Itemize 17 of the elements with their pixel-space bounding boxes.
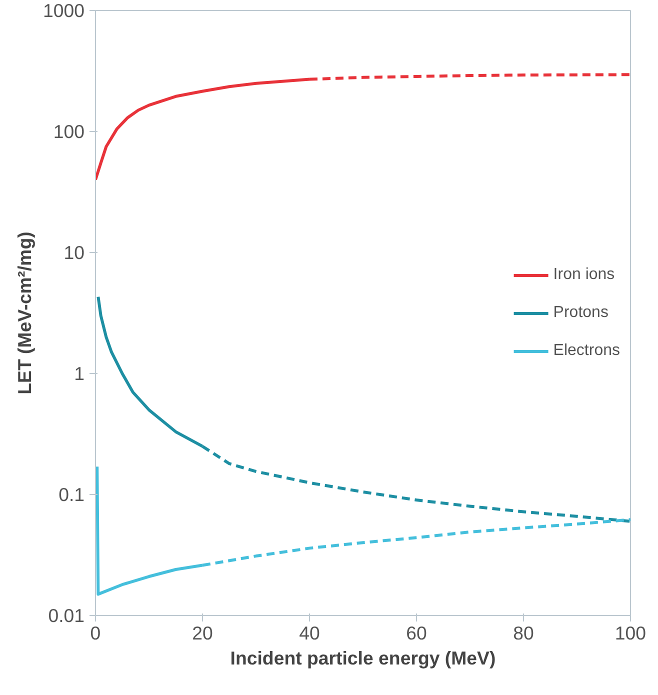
y-tick-label: 10 bbox=[64, 242, 85, 263]
x-tick-label: 20 bbox=[192, 622, 213, 644]
y-axis-title: LET (MeV-cm²/mg) bbox=[14, 232, 35, 394]
x-tick-label: 40 bbox=[299, 622, 320, 644]
legend-label: Electrons bbox=[553, 342, 620, 360]
y-tick-label: 1 bbox=[74, 363, 85, 384]
y-tick-label: 1000 bbox=[42, 0, 85, 21]
y-tick-label: 0.01 bbox=[48, 605, 84, 626]
x-tick-label: 80 bbox=[513, 622, 534, 644]
y-tick-label: 0.1 bbox=[58, 484, 85, 505]
x-tick-label: 0 bbox=[90, 622, 101, 644]
x-tick-label: 100 bbox=[614, 622, 646, 644]
x-axis-title: Incident particle energy (MeV) bbox=[230, 648, 496, 668]
legend-label: Iron ions bbox=[553, 266, 615, 284]
y-tick-label: 100 bbox=[53, 121, 85, 142]
legend-label: Protons bbox=[553, 304, 608, 322]
x-tick-label: 60 bbox=[406, 622, 427, 644]
